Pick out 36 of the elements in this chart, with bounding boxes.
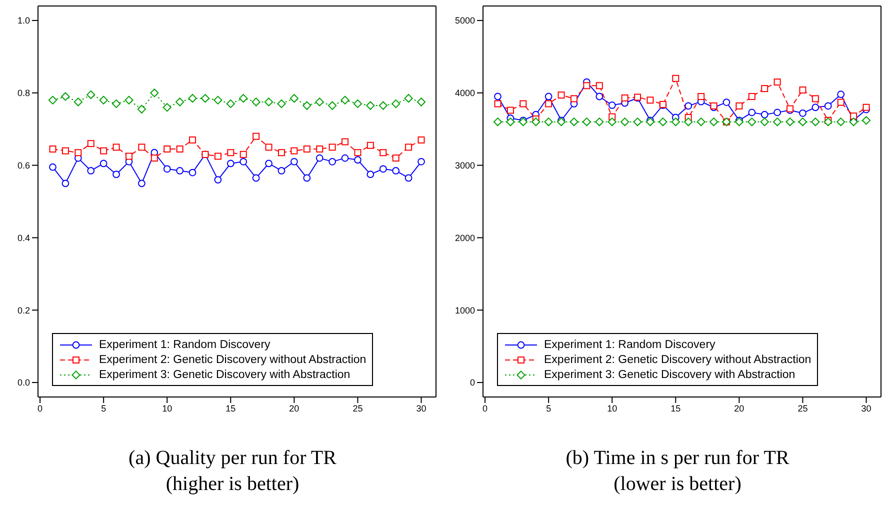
- y-tick-label: 3000: [454, 160, 475, 170]
- x-tick-label: 0: [38, 403, 43, 414]
- text: (lower is better): [612, 472, 742, 497]
- x-tick-label: 5: [101, 403, 106, 414]
- y-tick-label: 0: [470, 378, 475, 388]
- x-tick-label: 20: [734, 403, 744, 414]
- x-tick-label: 10: [162, 403, 172, 414]
- x-tick-label: 10: [607, 403, 618, 414]
- y-tick-label: 4000: [454, 88, 475, 98]
- x-tick-label: 15: [670, 403, 681, 414]
- x-tick-label: 0: [482, 403, 488, 414]
- y-tick-label: 0.0: [17, 378, 30, 388]
- y-tick-label: 1000: [454, 305, 475, 316]
- x-tick-label: 30: [416, 403, 426, 414]
- x-tick-label: 25: [352, 403, 363, 414]
- x-tick-label: 25: [798, 403, 808, 414]
- text: (b) Time in s per run for TR: [564, 446, 790, 471]
- legend-label: Experiment 3: Genetic Discovery with Abstraction: [544, 368, 796, 380]
- text: (higher is better): [164, 472, 300, 497]
- legend-label: Experiment 1: Random Discovery: [544, 338, 716, 350]
- text: (a) Quality per run for TR: [128, 446, 338, 471]
- legend-label: Experiment 3: Genetic Discovery with Abstraction: [99, 368, 350, 380]
- legend-label: Experiment 1: Random Discovery: [99, 338, 270, 350]
- y-tick-label: 0.2: [17, 305, 30, 316]
- x-tick-label: 5: [546, 403, 552, 414]
- x-tick-label: 30: [861, 403, 872, 414]
- y-tick-label: 5000: [454, 16, 475, 26]
- y-tick-label: 2000: [454, 232, 475, 243]
- y-tick-label: 1.0: [17, 16, 30, 26]
- legend-label: Experiment 2: Genetic Discovery without Abstraction: [544, 354, 812, 366]
- x-tick-label: 15: [226, 403, 236, 414]
- x-tick-label: 20: [289, 403, 300, 414]
- y-tick-label: 0.4: [17, 232, 30, 243]
- y-tick-label: 0.8: [17, 88, 30, 98]
- legend-label: Experiment 2: Genetic Discovery without Abstraction: [99, 354, 366, 366]
- y-tick-label: 0.6: [17, 160, 30, 170]
